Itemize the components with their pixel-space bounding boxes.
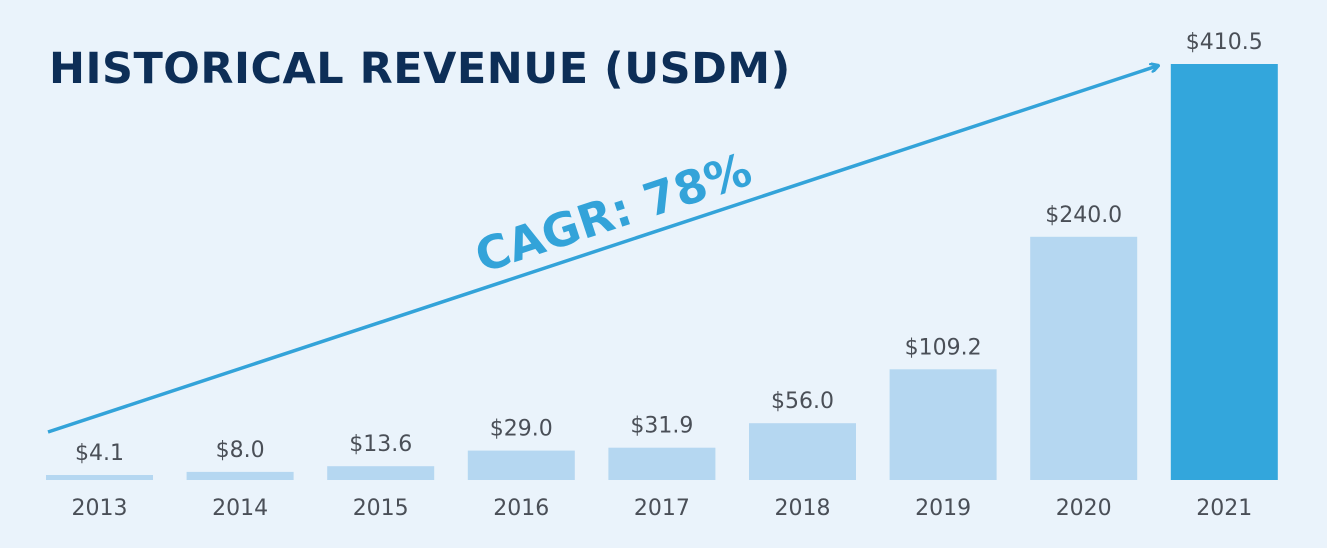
value-label-2015: $13.6 — [349, 432, 412, 457]
x-tick-label-2015: 2015 — [353, 496, 409, 521]
value-label-2021: $410.5 — [1186, 30, 1263, 55]
value-label-2016: $29.0 — [490, 417, 553, 442]
bar-2017 — [608, 447, 716, 480]
x-tick-label-2018: 2018 — [775, 496, 831, 521]
bar-2015 — [327, 466, 435, 480]
bar-2018 — [749, 423, 856, 480]
x-tick-label-2020: 2020 — [1056, 496, 1112, 521]
value-label-2014: $8.0 — [216, 438, 265, 463]
bar-2014 — [186, 471, 294, 480]
bar-2021 — [1170, 64, 1278, 480]
value-label-2019: $109.2 — [905, 335, 982, 360]
chart-title: HISTORICAL REVENUE (USDM) — [49, 44, 791, 94]
value-label-2017: $31.9 — [630, 414, 693, 439]
x-tick-label-2019: 2019 — [915, 496, 971, 521]
bar-2013 — [46, 475, 153, 480]
bar-2020 — [1030, 236, 1138, 480]
x-tick-label-2016: 2016 — [493, 496, 549, 521]
x-tick-label-2014: 2014 — [212, 496, 268, 521]
value-label-2020: $240.0 — [1045, 203, 1122, 228]
x-tick-label-2017: 2017 — [634, 496, 690, 521]
bar-2019 — [889, 369, 997, 480]
bar-2016 — [467, 450, 575, 480]
cagr-trend-arrow — [47, 66, 1157, 434]
x-tick-label-2021: 2021 — [1196, 496, 1252, 521]
value-label-2013: $4.1 — [75, 441, 124, 466]
x-tick-label-2013: 2013 — [72, 496, 128, 521]
value-label-2018: $56.0 — [771, 389, 834, 414]
